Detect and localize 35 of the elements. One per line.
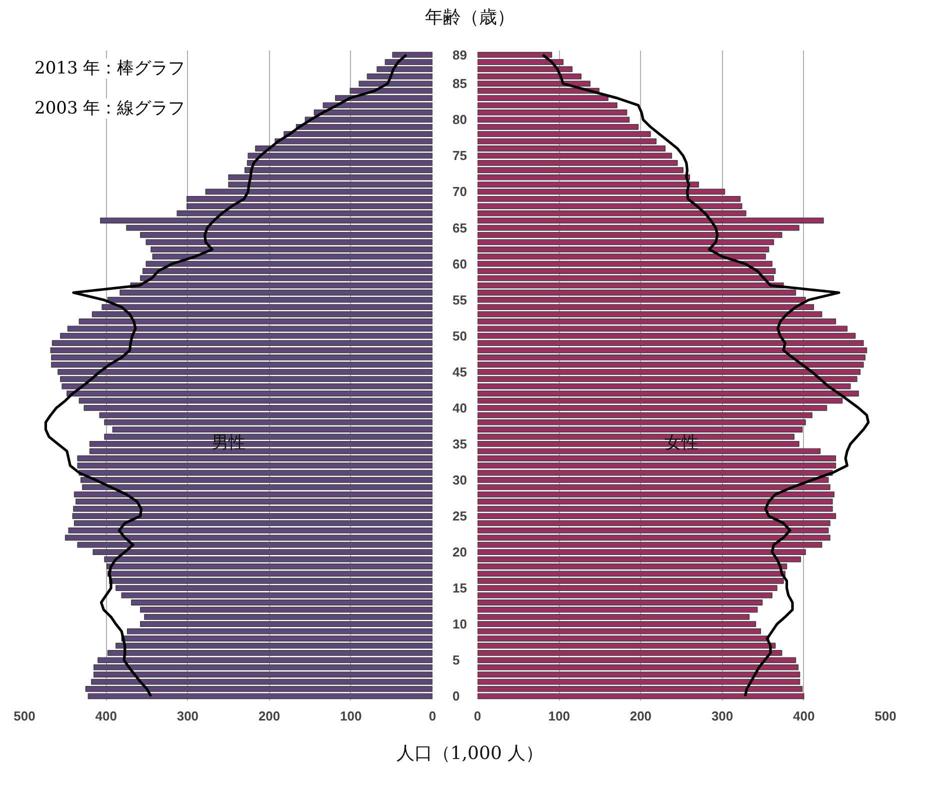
y-tick-label: 25 <box>452 508 467 524</box>
y-tick-label: 75 <box>452 148 467 164</box>
x-tick-label: 300 <box>711 708 734 724</box>
y-tick-label: 20 <box>452 544 467 560</box>
x-axis-title: 人口（1,000 人） <box>396 742 544 766</box>
y-tick-label: 50 <box>452 328 467 344</box>
y-axis-title: 年齢（歳） <box>425 6 515 30</box>
y-tick-label: 15 <box>452 580 467 596</box>
y-tick-label: 0 <box>452 688 460 704</box>
annotation: 2013 年：棒グラフ <box>34 58 186 78</box>
y-tick-label: 70 <box>452 184 467 200</box>
x-tick-label: 100 <box>548 708 570 724</box>
y-tick-label: 40 <box>452 400 467 416</box>
x-tick-label: 500 <box>14 708 36 724</box>
x-tick-label: 0 <box>474 708 482 724</box>
y-tick-label: 10 <box>452 616 467 632</box>
annotation: 2003 年：線グラフ <box>34 98 186 118</box>
y-tick-label: 55 <box>452 292 467 308</box>
y-tick-label: 65 <box>452 220 467 236</box>
x-tick-label: 200 <box>630 708 652 724</box>
x-tick-label: 0 <box>428 708 436 724</box>
y-tick-label: 5 <box>452 652 460 668</box>
x-tick-label: 300 <box>176 708 199 724</box>
y-tick-label: 85 <box>452 76 467 92</box>
y-tick-label: 45 <box>452 364 467 380</box>
x-tick-label: 400 <box>95 708 117 724</box>
x-tick-label: 200 <box>258 708 280 724</box>
y-tick-label: 35 <box>452 436 467 452</box>
x-tick-label: 100 <box>340 708 362 724</box>
y-tick-label: 80 <box>452 112 467 128</box>
y-tick-label: 60 <box>452 256 467 272</box>
x-tick-label: 500 <box>874 708 896 724</box>
y-tick-label: 30 <box>452 472 467 488</box>
y-tick-label: 89 <box>452 47 467 62</box>
x-tick-label: 400 <box>793 708 815 724</box>
